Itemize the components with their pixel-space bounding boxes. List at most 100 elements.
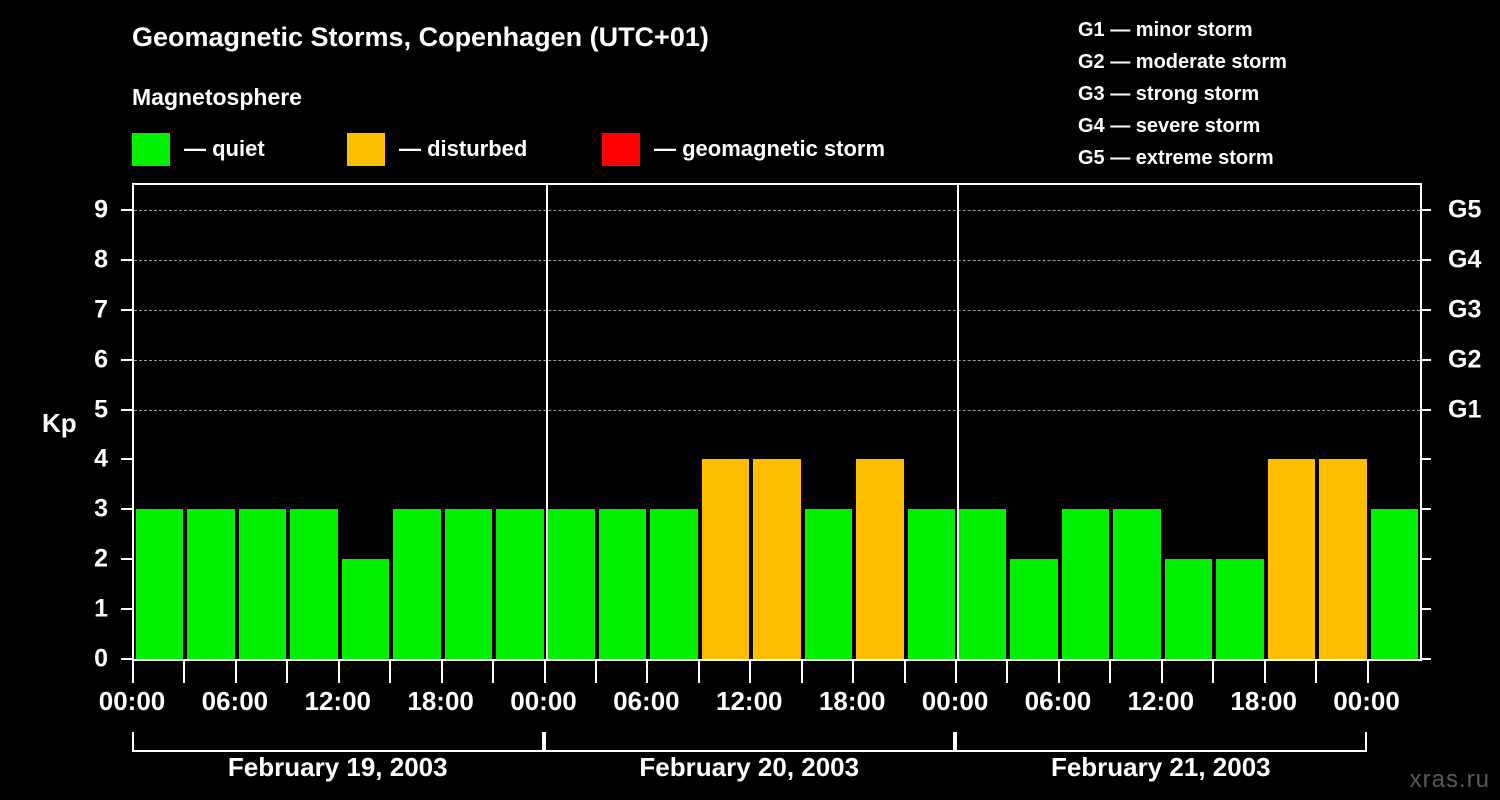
x-axis-label: 12:00 (304, 686, 372, 716)
subtitle: Magnetosphere (132, 84, 302, 110)
x-tick (543, 661, 546, 683)
gscale-row-g5: G5 — extreme storm (1078, 147, 1274, 169)
y-axis: 0 1 2 3 4 5 6 7 8 9 (0, 183, 132, 673)
x-tick (749, 661, 752, 683)
legend-entry-geomagnetic-storm: — geomagnetic storm (602, 132, 885, 166)
y-tick-mark-3 (121, 508, 132, 511)
legend-label-quiet: — quiet (184, 136, 265, 161)
day-divider-1 (545, 185, 548, 659)
g-tick-label-g5: G5 (1448, 195, 1482, 224)
x-axis-label: 18:00 (818, 686, 886, 716)
y-tick-mark-1 (121, 608, 132, 611)
kp-bar (1370, 509, 1418, 659)
gridline-kp-9 (134, 209, 1420, 211)
x-tick (903, 661, 906, 683)
g-axis-minor-tick-5 (1422, 408, 1431, 411)
x-axis-label: 00:00 (510, 686, 577, 716)
legend-label-geomagnetic-storm: — geomagnetic storm (654, 136, 886, 161)
gridline-kp-6 (134, 359, 1420, 361)
g-axis-minor-tick-9 (1422, 208, 1431, 211)
bars-layer (134, 185, 1420, 659)
x-tick (1160, 661, 1163, 683)
x-axis-label: 12:00 (1127, 686, 1195, 716)
kp-bar (444, 509, 493, 659)
gscale-row-g3: G3 — strong storm (1078, 83, 1260, 105)
watermark: xras.ru (1409, 766, 1490, 793)
y-tick-label-6: 6 (94, 345, 108, 374)
g-axis-minor-tick-6 (1422, 358, 1431, 361)
x-tick (1109, 661, 1112, 683)
kp-bar (547, 509, 595, 659)
kp-bar (136, 509, 184, 659)
y-tick-mark-7 (121, 308, 132, 311)
x-tick (955, 661, 958, 683)
y-tick-label-5: 5 (94, 395, 108, 424)
kp-bar (907, 509, 956, 659)
x-tick (1057, 661, 1060, 683)
plot-area (132, 183, 1422, 661)
kp-bar (1113, 509, 1161, 659)
kp-bar (1010, 559, 1058, 659)
kp-bar (856, 459, 904, 659)
x-tick (1212, 661, 1215, 683)
x-axis-label: 06:00 (201, 686, 269, 716)
x-axis-label: 06:00 (1024, 686, 1092, 716)
kp-bar (1061, 509, 1110, 659)
kp-bar (959, 509, 1007, 659)
g-axis-minor-tick-4 (1422, 458, 1431, 461)
x-tick (234, 661, 237, 683)
y-tick-mark-0 (121, 658, 132, 660)
y-tick-label-8: 8 (94, 245, 108, 274)
x-axis-labels: 00:00 06:00 12:00 18:00 00:00 06:00 12:00 18:00… (0, 686, 1500, 724)
gscale-row-g4: G4 — severe storm (1078, 115, 1261, 137)
kp-bar (650, 509, 698, 659)
gridline-kp-5 (134, 409, 1420, 411)
x-tick (1263, 661, 1266, 683)
x-tick (440, 661, 443, 683)
gscale-row-g1: G1 — minor storm (1078, 19, 1253, 41)
x-axis-label: 00:00 (921, 686, 989, 716)
y-tick-mark-6 (121, 358, 132, 361)
g-tick-label-g4: G4 (1448, 245, 1482, 274)
g-axis-minor-tick-0 (1422, 658, 1431, 660)
x-tick (286, 661, 289, 683)
day-bracket-2 (543, 732, 956, 752)
day-label-1: February 19, 2003 (227, 752, 448, 782)
kp-bar (341, 559, 390, 659)
kp-bar (238, 509, 287, 659)
g-axis-minor-tick-3 (1422, 508, 1431, 511)
y-tick-label-9: 9 (94, 195, 108, 224)
day-bracket-3 (955, 732, 1367, 752)
y-tick-label-2: 2 (94, 544, 108, 573)
kp-bar (804, 509, 853, 659)
x-axis-label: 18:00 (407, 686, 474, 716)
legend-entry-quiet: — quiet (132, 132, 265, 166)
kp-bar (1216, 559, 1264, 659)
x-axis-label: 00:00 (98, 686, 166, 716)
y-tick-mark-9 (121, 208, 132, 211)
day-divider-2 (957, 185, 960, 659)
y-tick-mark-5 (121, 408, 132, 411)
y-tick-label-4: 4 (94, 444, 108, 473)
plot-inner (134, 185, 1420, 659)
x-tick (852, 661, 855, 683)
x-tick (132, 661, 134, 683)
x-tick (337, 661, 340, 683)
g-axis-minor-tick-7 (1422, 308, 1431, 311)
x-axis-label: 18:00 (1230, 686, 1297, 716)
g-tick-label-g2: G2 (1448, 345, 1482, 374)
kp-bar (1319, 459, 1367, 659)
g-axis-minor-tick-1 (1422, 608, 1431, 611)
gscale-row-g2: G2 — moderate storm (1078, 51, 1287, 73)
day-labels: February 19, 2003 February 20, 2003 Februa… (132, 752, 1422, 792)
g-axis-minor-tick-2 (1422, 558, 1431, 561)
legend-swatch-disturbed-icon (347, 132, 385, 166)
y-axis-title: Kp (42, 408, 77, 438)
gridline-kp-7 (134, 309, 1420, 311)
day-bracket-1 (132, 732, 544, 752)
y-tick-label-1: 1 (94, 594, 108, 623)
kp-bar (496, 509, 544, 659)
g-tick-label-g1: G1 (1448, 395, 1482, 424)
kp-bar (187, 509, 235, 659)
legend-swatch-geomagnetic-storm-icon (602, 132, 640, 166)
